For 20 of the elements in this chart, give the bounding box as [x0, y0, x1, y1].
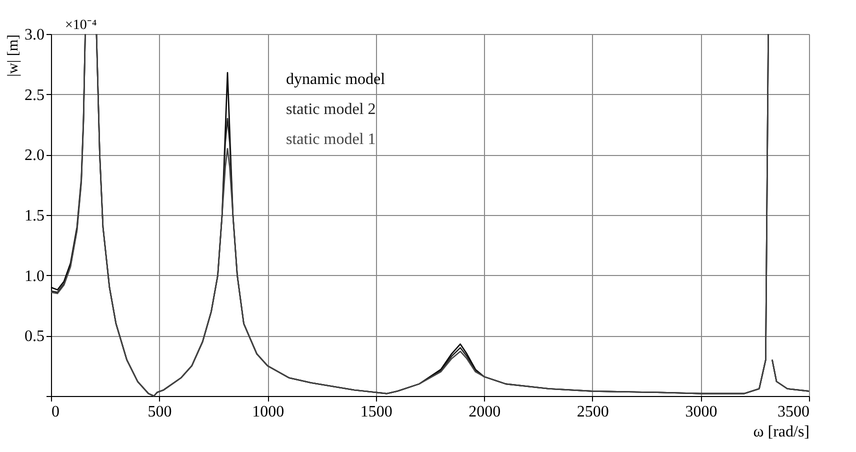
- y-tick-label: 2.5: [24, 86, 44, 104]
- x-tick-label: 2500: [576, 404, 609, 420]
- text: dynamic model: [286, 71, 386, 88]
- y-tick-label: 3.0: [24, 26, 44, 44]
- y-tick-label: 2.0: [24, 147, 44, 164]
- text: static model 2: [286, 101, 376, 118]
- x-tick-label: 2000: [468, 404, 501, 420]
- x-tick-label: 0: [52, 404, 60, 420]
- x-tick-label: 3500: [778, 404, 810, 420]
- x-tick-label: 3000: [685, 404, 718, 420]
- y-tick-label: 1.5: [24, 208, 44, 224]
- y-tick-label: 1.0: [24, 268, 44, 285]
- y-tick-label: 0.5: [24, 328, 44, 346]
- x-axis-title: ω [rad/s]: [753, 424, 810, 440]
- text: ×10⁻⁴: [65, 18, 97, 33]
- x-tick-label: 1000: [252, 404, 284, 420]
- text: static model 1: [286, 131, 376, 148]
- y-axis-title: |w| [m]: [6, 34, 22, 77]
- x-tick-label: 1500: [360, 404, 392, 420]
- x-tick-label: 500: [148, 404, 172, 420]
